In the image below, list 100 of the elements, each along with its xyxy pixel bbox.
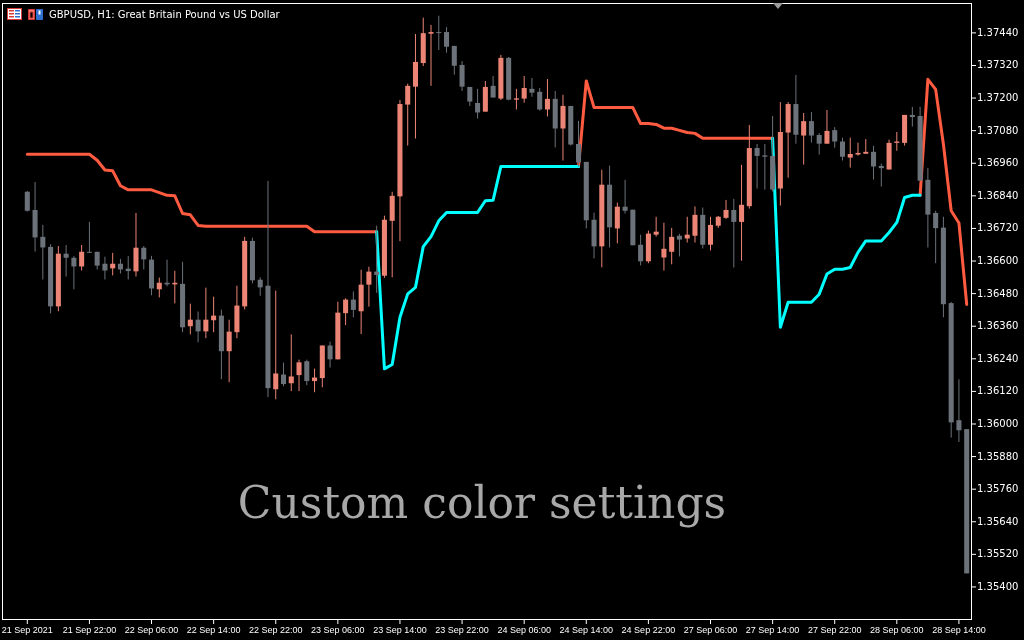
y-tick-label: 1.35520: [977, 548, 1019, 560]
candlestick: [723, 199, 729, 220]
x-tick-label: 21 Sep 22:00: [62, 625, 117, 635]
candlestick: [816, 132, 822, 156]
y-tick-label: 1.36000: [977, 417, 1019, 429]
candlestick: [288, 333, 294, 392]
candlestick: [374, 225, 380, 294]
candlestick: [141, 245, 147, 270]
x-tick-label: 23 Sep 14:00: [373, 625, 427, 635]
y-tick-label: 1.35880: [977, 450, 1019, 462]
candlestick: [956, 378, 962, 443]
candlestick: [195, 311, 201, 343]
candlestick: [676, 233, 682, 257]
candlestick: [405, 83, 411, 147]
candlestick: [576, 120, 582, 168]
candlestick: [63, 244, 69, 278]
x-tick-label: 28 Sep 06:00: [870, 625, 924, 635]
candlestick: [692, 205, 698, 244]
candlestick: [731, 198, 737, 269]
candlestick: [327, 341, 333, 368]
candlestick: [436, 15, 442, 51]
x-tick-label: 27 Sep 22:00: [807, 625, 862, 635]
candlestick: [133, 212, 139, 278]
candlestick: [762, 143, 768, 191]
candlestick: [824, 109, 830, 145]
y-tick-label: 1.35400: [977, 580, 1019, 592]
text: GBPUSD, H1: Great Britain Pound vs US Dollar: [49, 9, 281, 20]
candlestick: [40, 224, 46, 280]
y-tick-label: 1.37440: [977, 26, 1019, 38]
x-tick-label: 22 Sep 14:00: [186, 625, 241, 635]
candlestick: [614, 202, 620, 244]
candlestick: [156, 277, 162, 298]
candlestick: [638, 234, 644, 266]
candlestick: [754, 143, 760, 190]
x-tick-label: 24 Sep 06:00: [497, 625, 551, 635]
candlestick: [273, 290, 279, 400]
candlestick: [707, 216, 714, 251]
candlestick: [832, 126, 838, 149]
candlestick: [544, 78, 550, 118]
candlestick: [739, 164, 745, 262]
x-tick-label: 24 Sep 22:00: [621, 625, 676, 635]
candlestick: [71, 255, 77, 290]
x-tick-label: 28 Sep 14:00: [932, 625, 986, 635]
y-tick-label: 1.37200: [977, 92, 1019, 104]
y-tick-label: 1.36360: [977, 320, 1019, 332]
candlestick: [513, 88, 519, 110]
y-tick-label: 1.37320: [977, 59, 1019, 71]
candlestick: [661, 222, 667, 272]
candlestick: [653, 216, 659, 238]
candlestick: [428, 24, 434, 87]
candlestick: [86, 221, 92, 254]
x-tick-label: 23 Sep 22:00: [435, 625, 489, 635]
candlestick: [350, 290, 356, 318]
candlestick: [304, 359, 310, 386]
x-tick-label: 22 Sep 06:00: [124, 625, 179, 635]
candlestick: [257, 276, 263, 297]
y-tick-label: 1.36840: [977, 189, 1019, 201]
candlestick: [203, 287, 209, 339]
y-tick-label: 1.36120: [977, 385, 1019, 397]
y-tick-label: 1.35760: [977, 483, 1019, 495]
candlestick: [933, 210, 939, 264]
x-tick-label: 27 Sep 14:00: [745, 625, 800, 635]
candlestick: [909, 106, 915, 128]
candlestick: [871, 145, 877, 181]
candlestick: [187, 303, 193, 335]
candlestick: [622, 179, 628, 214]
candlestick: [801, 112, 807, 166]
candlestick: [296, 359, 302, 392]
candlestick: [459, 60, 465, 92]
candlestick: [343, 297, 349, 326]
candlestick: [444, 26, 450, 54]
candlestick: [226, 319, 232, 383]
annotation: Custom color settings: [237, 477, 727, 528]
y-tick-label: 1.36960: [977, 157, 1019, 169]
y-tick-label: 1.36600: [977, 255, 1019, 267]
candlestick: [490, 75, 496, 99]
candlestick: [102, 256, 108, 280]
candlestick: [280, 362, 287, 387]
y-tick-label: 1.35640: [977, 515, 1019, 527]
y-tick-label: 1.36720: [977, 222, 1019, 234]
y-tick-label: 1.37080: [977, 124, 1019, 136]
x-tick-label: 21 Sep 2021: [1, 625, 53, 635]
x-tick-label: 23 Sep 06:00: [311, 625, 365, 635]
y-tick-label: 1.36480: [977, 287, 1019, 299]
candlestick: [475, 88, 481, 119]
candlestick: [79, 244, 85, 272]
x-tick-label: 22 Sep 22:00: [248, 625, 303, 635]
candlestick: [808, 111, 814, 144]
x-tick-label: 24 Sep 14:00: [559, 625, 614, 635]
x-tick-label: 27 Sep 06:00: [683, 625, 738, 635]
candlestick: [839, 137, 846, 162]
candlestick: [847, 137, 853, 169]
candlestick: [855, 142, 861, 157]
candlestick: [878, 163, 884, 188]
y-tick-label: 1.36240: [977, 352, 1019, 364]
candlestick: [451, 45, 457, 76]
candlestick: [529, 77, 535, 98]
candlestick: [537, 87, 543, 112]
candlestick: [560, 94, 566, 162]
candlestick: [669, 227, 675, 265]
